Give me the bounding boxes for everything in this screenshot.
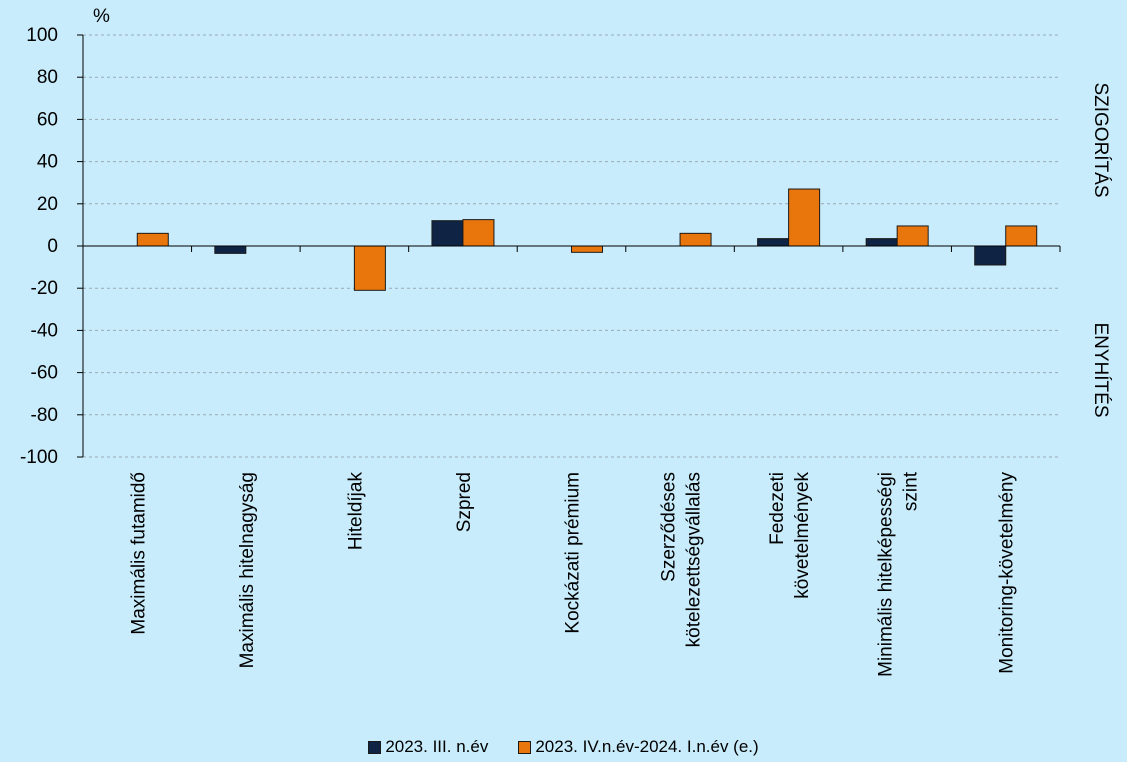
bar-series-2 bbox=[571, 245, 603, 253]
legend-swatch-series-1 bbox=[368, 740, 382, 754]
bar-series-2 bbox=[1005, 225, 1038, 247]
legend-label-series-1: 2023. III. n.év bbox=[385, 737, 489, 756]
y-tick-label: 20 bbox=[37, 194, 58, 215]
category-label: Maximális hitelnagyság bbox=[237, 472, 258, 668]
category-label: kötelezettségvállalás bbox=[684, 472, 705, 647]
bar-series-2 bbox=[136, 232, 169, 247]
legend-item-series-1: 2023. III. n.év bbox=[368, 737, 488, 757]
category-label: szint bbox=[901, 471, 922, 511]
bar-series-1 bbox=[214, 245, 247, 254]
easing-label: ENYHÍTÉS bbox=[1090, 322, 1111, 417]
category-label: követelmények bbox=[792, 472, 813, 599]
bar-series-1 bbox=[865, 238, 898, 247]
category-label: Maximális futamidő bbox=[128, 472, 149, 635]
y-tick-label: -80 bbox=[31, 405, 58, 426]
bar-series-2 bbox=[353, 245, 386, 291]
tightening-label: SZIGORÍTÁS bbox=[1090, 82, 1111, 197]
y-tick-label: 80 bbox=[37, 67, 58, 88]
legend-swatch-series-2 bbox=[518, 740, 532, 754]
category-label: Szpred bbox=[454, 472, 475, 532]
bar-series-2 bbox=[462, 219, 495, 247]
category-label: Monitoring-követelmény bbox=[997, 472, 1018, 674]
y-unit-label: % bbox=[93, 6, 110, 27]
category-label: Kockázati prémium bbox=[563, 472, 584, 634]
y-tick-label: 60 bbox=[37, 109, 58, 130]
y-tick-label: 0 bbox=[47, 236, 58, 257]
category-label: Fedezeti bbox=[767, 472, 788, 545]
y-tick-label: -40 bbox=[31, 320, 58, 341]
y-tick-label: -60 bbox=[31, 363, 58, 384]
legend: 2023. III. n.év 2023. IV.n.év-2024. I.n.… bbox=[0, 735, 1127, 759]
bar-series-1 bbox=[431, 220, 464, 247]
bar-series-2 bbox=[679, 232, 712, 247]
legend-label-series-2: 2023. IV.n.év-2024. I.n.év (e.) bbox=[535, 737, 759, 756]
category-label: Minimális hitelképességi bbox=[876, 472, 897, 677]
y-tick-label: 100 bbox=[26, 25, 58, 46]
category-label: Szerződéses bbox=[659, 472, 680, 582]
y-tick-label: 40 bbox=[37, 152, 58, 173]
bar-series-2 bbox=[896, 225, 929, 247]
y-tick-label: -100 bbox=[20, 447, 58, 468]
legend-item-series-2: 2023. IV.n.év-2024. I.n.év (e.) bbox=[518, 737, 759, 757]
bar-series-2 bbox=[788, 188, 821, 247]
bar-series-1 bbox=[757, 238, 790, 247]
y-tick-label: -20 bbox=[31, 278, 58, 299]
category-label: Hiteldíjak bbox=[345, 472, 366, 551]
bar-series-1 bbox=[974, 245, 1007, 266]
